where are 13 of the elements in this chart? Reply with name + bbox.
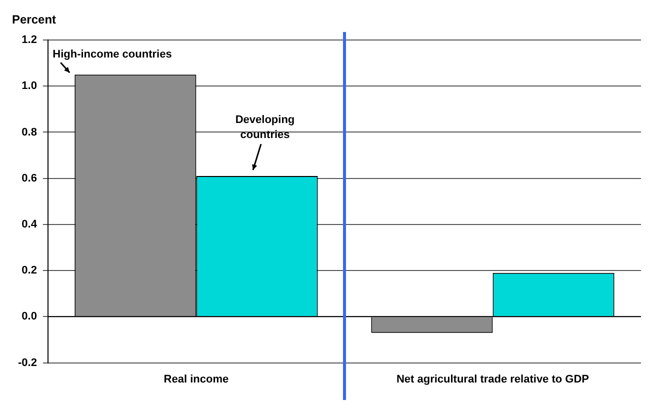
y-tick-label: 0.8 (22, 126, 37, 138)
y-tick-label: 0.0 (22, 310, 37, 323)
y-axis-title: Percent (12, 12, 56, 26)
y-tick-label: -0.2 (18, 356, 37, 369)
x-tick-label: Net agricultural trade relative to GDP (396, 373, 590, 386)
x-tick-label: Real income (164, 373, 229, 386)
y-tick-label: 1.0 (22, 80, 37, 92)
y-tick-label: 0.4 (22, 218, 38, 230)
y-tick-label: 1.2 (22, 34, 37, 46)
series-label: High-income countries (52, 48, 172, 61)
y-tick-label: 0.6 (22, 172, 37, 184)
y-tick-label: 0.2 (22, 264, 37, 277)
text: Developing countries (235, 114, 295, 142)
